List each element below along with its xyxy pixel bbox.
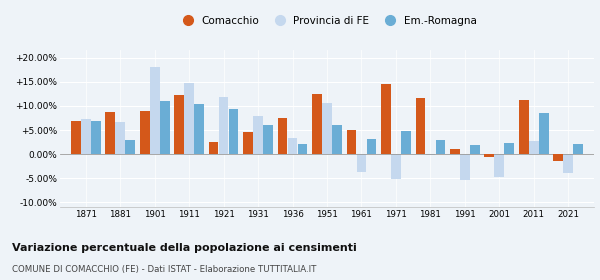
Bar <box>563 154 573 173</box>
Bar <box>416 98 425 154</box>
Bar <box>263 125 273 154</box>
Bar <box>194 104 204 154</box>
Bar <box>484 154 494 157</box>
Bar <box>425 154 435 155</box>
Bar <box>494 154 504 177</box>
Bar <box>115 122 125 154</box>
Bar <box>322 104 332 154</box>
Bar <box>460 154 470 180</box>
Bar <box>391 154 401 179</box>
Bar <box>150 67 160 154</box>
Bar <box>574 144 583 154</box>
Bar <box>140 111 149 154</box>
Text: COMUNE DI COMACCHIO (FE) - Dati ISTAT - Elaborazione TUTTITALIA.IT: COMUNE DI COMACCHIO (FE) - Dati ISTAT - … <box>12 265 316 274</box>
Bar <box>91 121 101 154</box>
Bar <box>519 100 529 154</box>
Bar <box>347 130 356 154</box>
Bar <box>288 138 298 154</box>
Bar <box>529 141 539 154</box>
Bar <box>436 140 445 154</box>
Bar <box>278 118 287 154</box>
Bar <box>401 131 411 154</box>
Bar <box>470 145 479 154</box>
Bar <box>209 142 218 154</box>
Bar <box>381 84 391 154</box>
Bar <box>367 139 376 154</box>
Bar <box>553 154 563 161</box>
Bar <box>356 154 366 172</box>
Bar <box>125 140 135 154</box>
Bar <box>312 94 322 154</box>
Bar <box>298 144 307 154</box>
Bar <box>175 95 184 154</box>
Bar <box>160 101 170 154</box>
Text: Variazione percentuale della popolazione ai censimenti: Variazione percentuale della popolazione… <box>12 243 357 253</box>
Bar <box>219 97 229 154</box>
Bar <box>184 83 194 154</box>
Bar <box>505 143 514 154</box>
Bar <box>539 113 548 154</box>
Bar <box>81 119 91 154</box>
Bar <box>332 125 342 154</box>
Legend: Comacchio, Provincia di FE, Em.-Romagna: Comacchio, Provincia di FE, Em.-Romagna <box>173 12 481 30</box>
Bar <box>253 116 263 154</box>
Bar <box>106 112 115 154</box>
Bar <box>71 121 80 154</box>
Bar <box>229 109 238 154</box>
Bar <box>243 132 253 154</box>
Bar <box>450 149 460 154</box>
